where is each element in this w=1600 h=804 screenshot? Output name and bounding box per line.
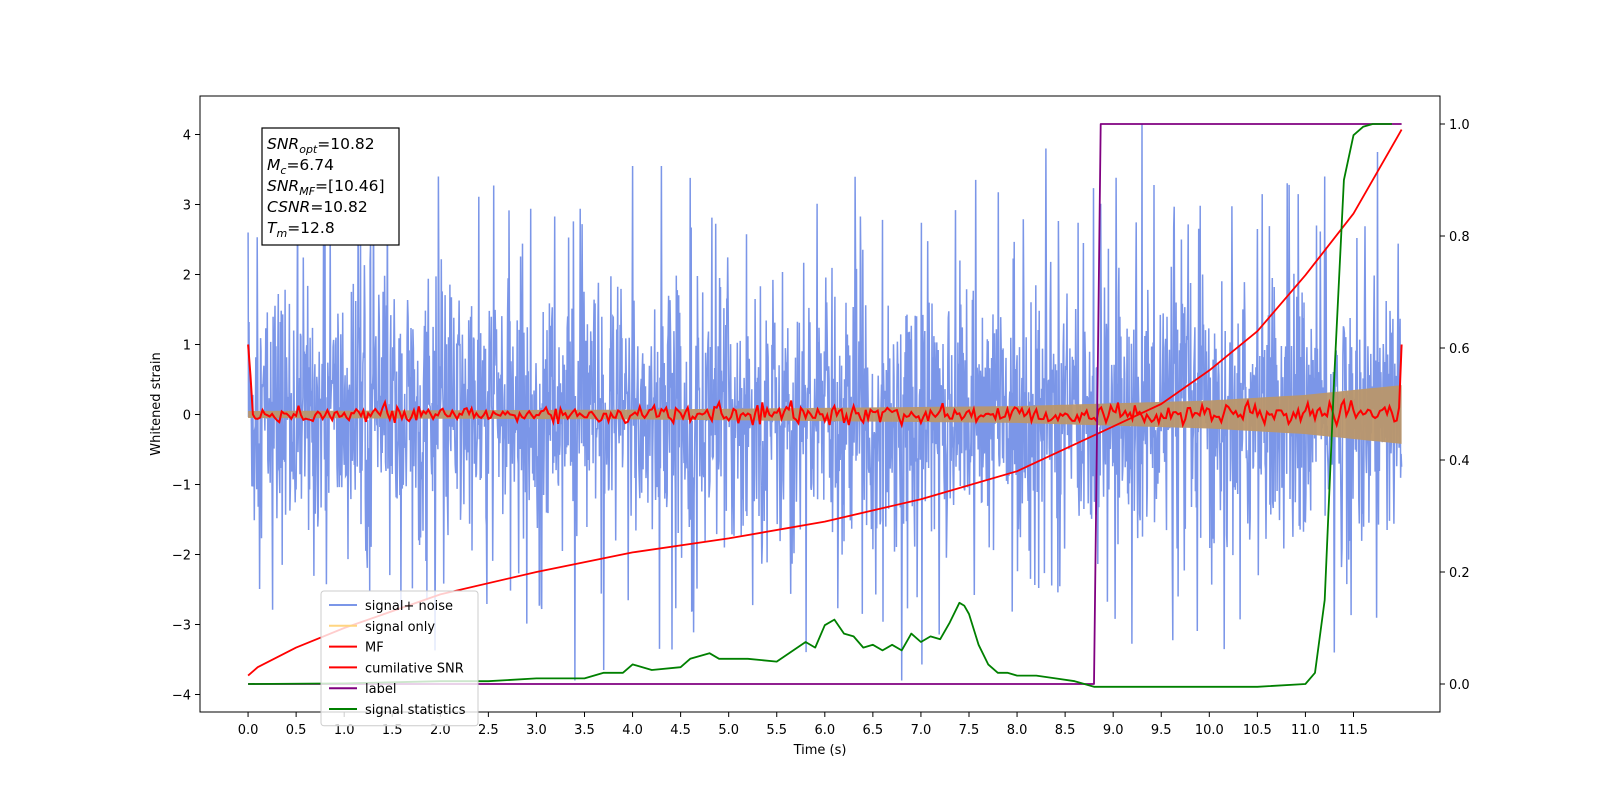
- y2-tick-label: 0.4: [1449, 454, 1470, 469]
- x-tick-label: 3.5: [574, 723, 595, 738]
- annotation-value: =[10.46]: [315, 177, 384, 195]
- y2-tick-label: 0.6: [1449, 342, 1470, 357]
- annotation-value: =6.74: [286, 156, 334, 174]
- x-tick-label: 8.0: [1007, 723, 1028, 738]
- legend-label: MF: [365, 641, 384, 656]
- x-tick-label: 0.5: [286, 723, 307, 738]
- y-tick-label: 3: [183, 199, 191, 214]
- x-tick-label: 7.0: [911, 723, 932, 738]
- annotation-box: SNRopt=10.82Mc=6.74SNRMF=[10.46]CSNR=10.…: [261, 127, 400, 246]
- x-tick-label: 7.5: [959, 723, 980, 738]
- y2-tick-label: 0.8: [1449, 230, 1470, 245]
- x-tick-label: 5.0: [718, 723, 739, 738]
- legend-label: signal+ noise: [365, 599, 453, 614]
- x-tick-label: 1.0: [334, 723, 355, 738]
- y2-tick-label: 1.0: [1449, 118, 1470, 133]
- annotation-line: SNRopt=10.82: [267, 135, 375, 156]
- annotation-subscript: MF: [299, 185, 315, 198]
- legend-frame: [320, 590, 479, 727]
- annotation-symbol: T: [267, 219, 278, 237]
- series-label-line: [248, 123, 1402, 685]
- y-axis-label: Whitened strain: [149, 352, 164, 455]
- x-tick-label: 6.0: [814, 723, 835, 738]
- annotation-value: =10.82: [310, 198, 367, 216]
- annotation-subscript: c: [280, 164, 286, 177]
- annotation-subscript: opt: [299, 143, 318, 156]
- annotation-symbol: CSNR: [267, 198, 310, 216]
- annotation-subscript: m: [276, 227, 287, 240]
- y-tick-label: −4: [172, 689, 191, 704]
- y-tick-label: −3: [172, 619, 191, 634]
- annotation-line: CSNR=10.82: [267, 198, 368, 216]
- y-tick-label: 1: [183, 339, 191, 354]
- x-tick-label: 3.0: [526, 723, 547, 738]
- y-tick-label: 4: [183, 129, 191, 144]
- legend-label: label: [365, 682, 396, 697]
- y-tick-label: −2: [172, 549, 191, 564]
- y-tick-label: 2: [183, 269, 191, 284]
- x-tick-label: 1.5: [382, 723, 403, 738]
- legend-label: cumilative SNR: [365, 661, 464, 676]
- plot-frame: [199, 95, 1441, 713]
- x-tick-label: 2.0: [430, 723, 451, 738]
- x-tick-label: 10.0: [1195, 723, 1224, 738]
- x-tick-label: 11.0: [1291, 723, 1320, 738]
- y-tick-label: −1: [172, 479, 191, 494]
- legend-label: signal only: [365, 620, 435, 635]
- legend: signal+ noise signal only MF cumilative SNR…: [320, 590, 479, 727]
- x-tick-label: 4.5: [670, 723, 691, 738]
- x-axis-label: Time (s): [793, 743, 847, 758]
- x-tick-label: 9.0: [1103, 723, 1124, 738]
- x-tick-label: 4.0: [622, 723, 643, 738]
- x-tick-label: 2.5: [478, 723, 499, 738]
- annotation-line: SNRMF=[10.46]: [267, 177, 385, 198]
- series-signal-statistics-line: [248, 123, 1392, 688]
- axes-layer: 0.0 0.5 1.0 1.5 2.0 2.5 3.0 3.5 4.0 4.5 5.0 5.5 6.0 6…: [172, 118, 1470, 738]
- annotation-symbol: SNR: [267, 135, 299, 153]
- y2-tick-label: 0.0: [1449, 678, 1470, 693]
- x-tick-label: 5.5: [766, 723, 787, 738]
- annotation-symbol: M: [267, 156, 280, 174]
- x-tick-label: 8.5: [1055, 723, 1076, 738]
- series-mf-line: [247, 344, 1403, 429]
- y-tick-label: 0: [183, 409, 191, 424]
- x-tick-label: 0.0: [238, 723, 259, 738]
- x-tick-label: 6.5: [863, 723, 884, 738]
- annotation-symbol: SNR: [267, 177, 299, 195]
- annotation-line: Tm=12.8: [267, 219, 335, 240]
- series-signal-only-band: [248, 385, 1402, 444]
- annotation-value: =10.82: [317, 135, 374, 153]
- legend-label: signal statistics: [365, 703, 466, 718]
- x-tick-label: 10.5: [1243, 723, 1272, 738]
- annotation-line: Mc=6.74: [267, 156, 334, 177]
- y2-tick-label: 0.2: [1449, 566, 1470, 581]
- x-tick-label: 9.5: [1151, 723, 1172, 738]
- annotation-value: =12.8: [287, 219, 335, 237]
- x-tick-label: 11.5: [1339, 723, 1368, 738]
- annotation-frame: [261, 127, 400, 246]
